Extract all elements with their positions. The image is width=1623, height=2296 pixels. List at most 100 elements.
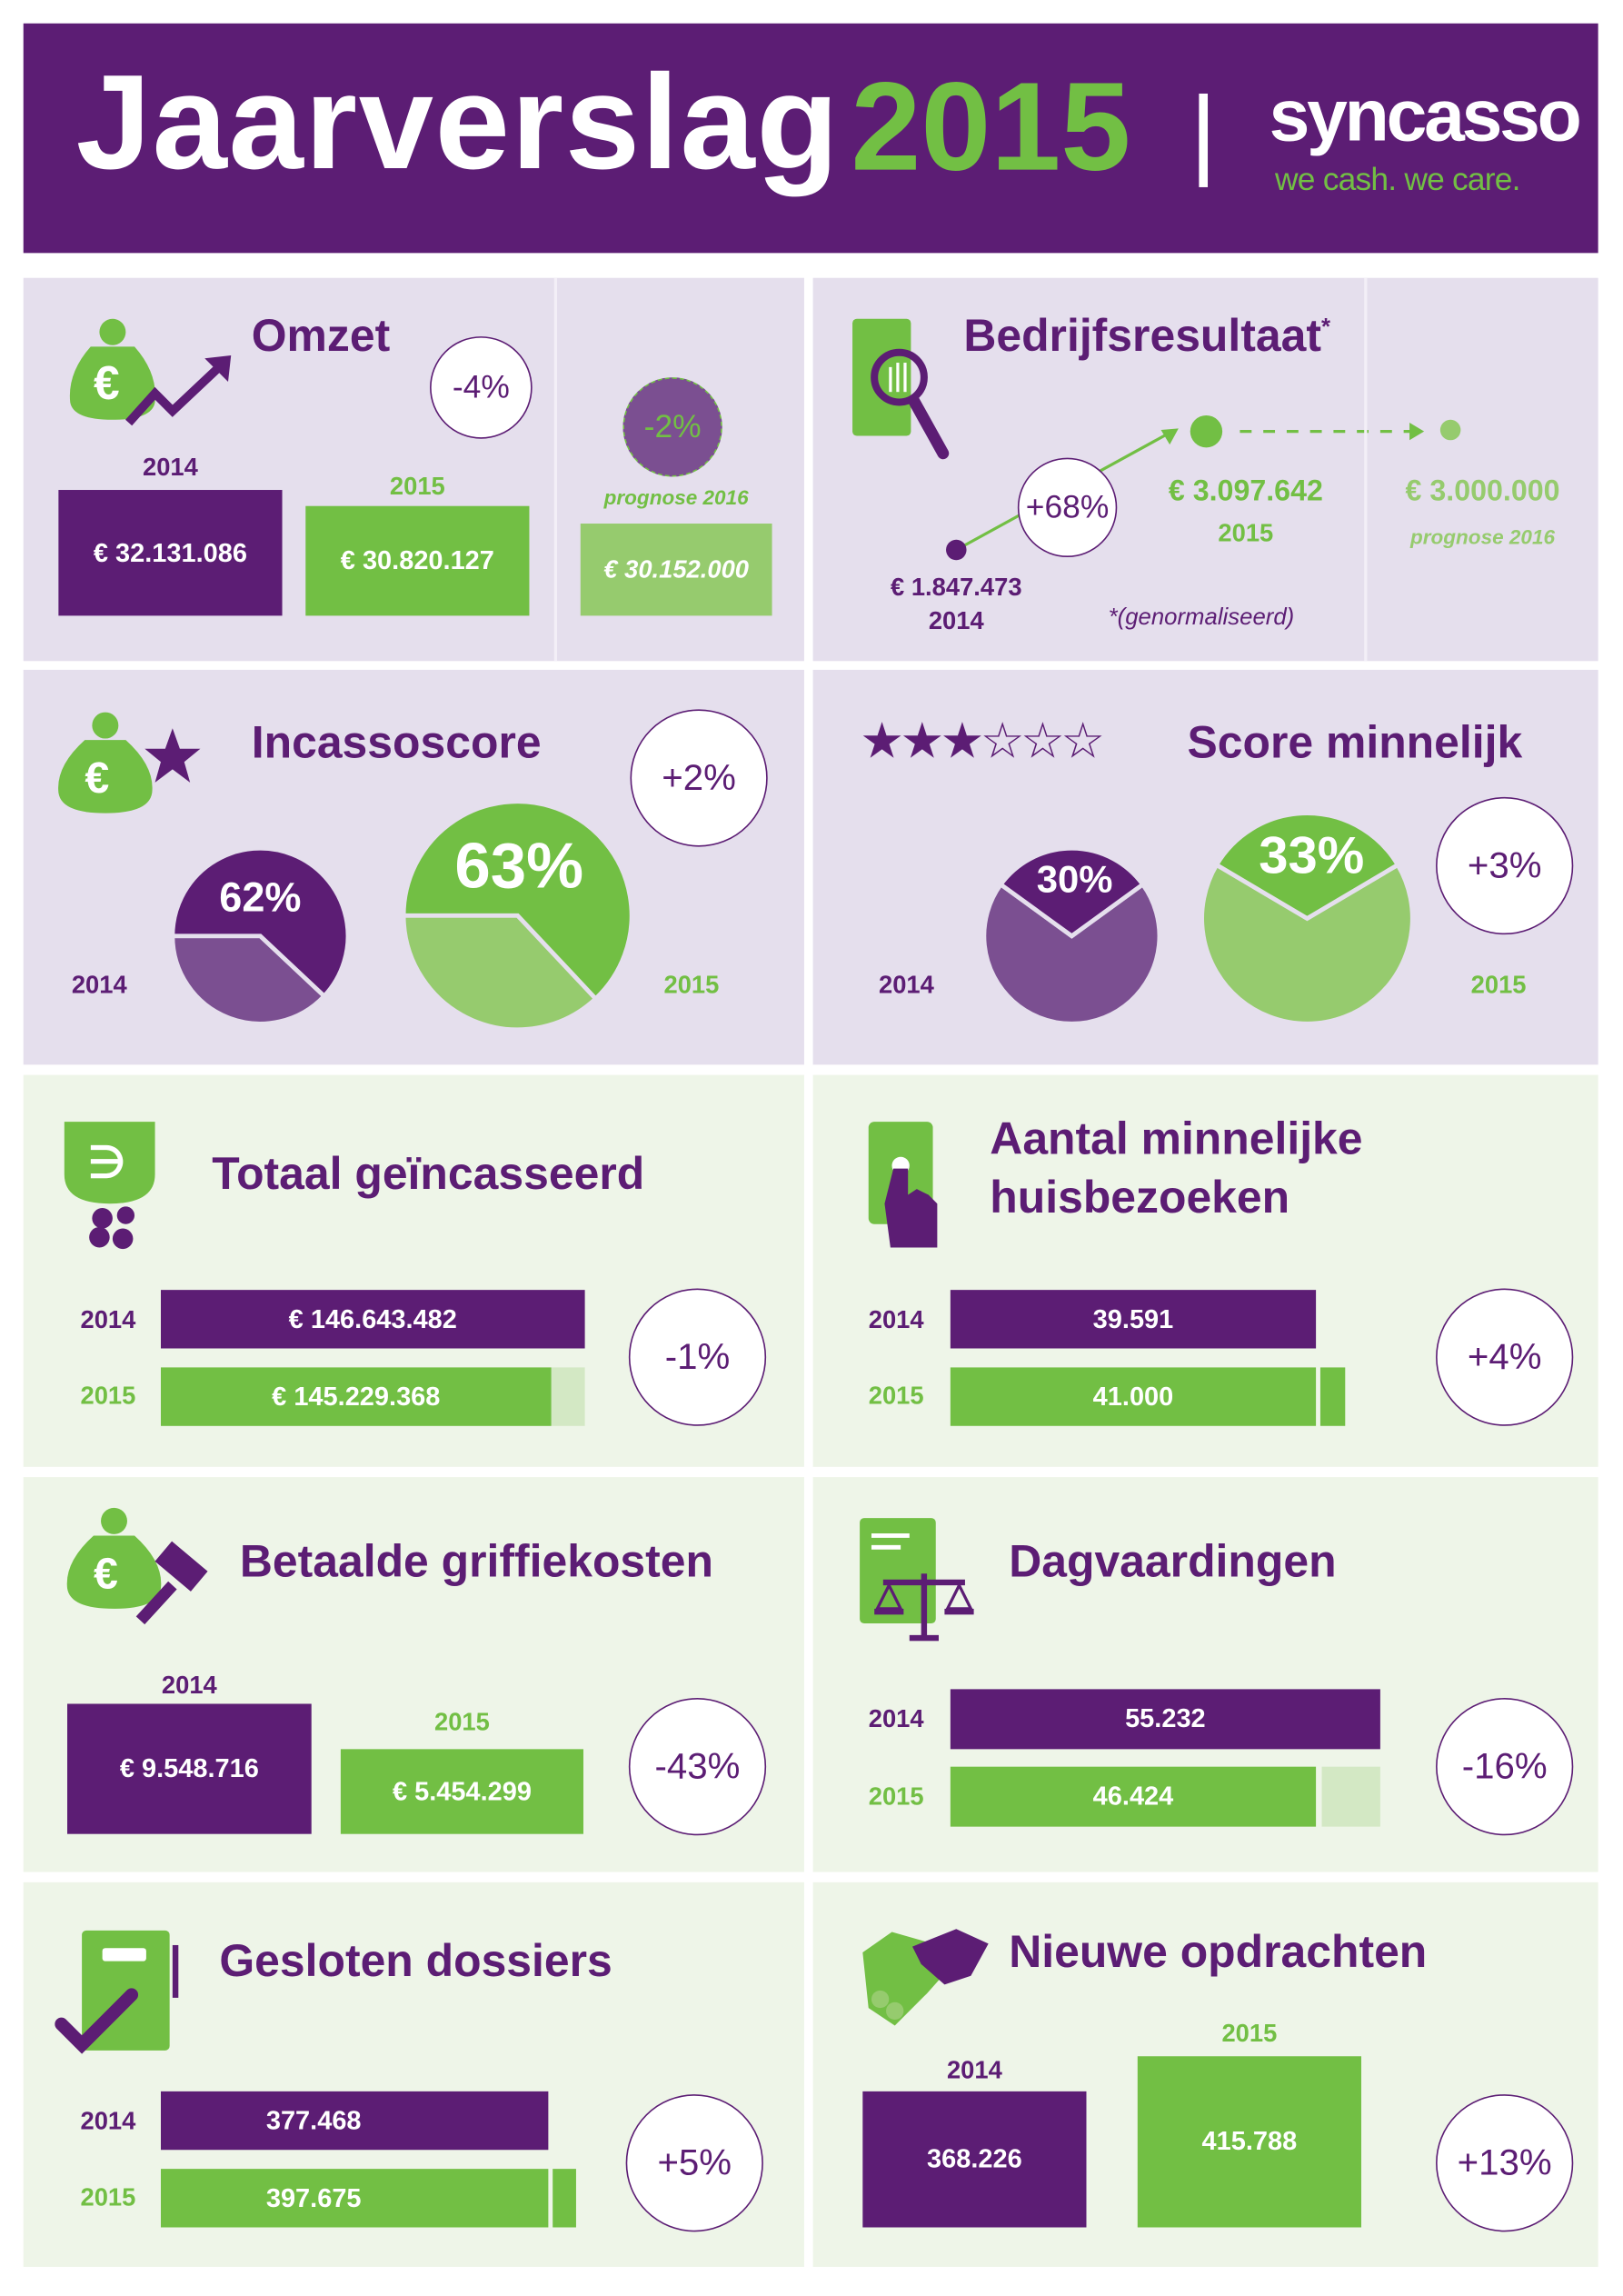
omzet-panel: € Omzet -4% 2014 € 32.131.086 2015 € 30.… [23, 277, 804, 662]
score-minnelijk-pies [981, 811, 1415, 1026]
incassoscore-title: Incassoscore [251, 716, 542, 768]
omzet-column-divider [553, 277, 558, 662]
nieuwe-year-2014: 2014 [946, 2056, 1002, 2084]
svg-text:∋: ∋ [88, 1138, 126, 1187]
dagvaardingen-bar-2014-remainder [1321, 1766, 1380, 1827]
doorbell-hand-icon [868, 1122, 938, 1248]
magnifier-chart-icon [852, 318, 950, 460]
huisbezoeken-panel: Aantal minnelijke huisbezoeken 2014 39.5… [812, 1074, 1598, 1467]
score-pie-rest-2015 [1200, 862, 1415, 1026]
svg-text:€: € [94, 1549, 118, 1598]
incassoscore-year-2014: 2014 [71, 971, 127, 999]
totaal-geincasseerd-panel: ∋ Totaal geïncasseerd 2014 € 146.643.482… [23, 1074, 804, 1467]
incassoscore-year-2015: 2015 [663, 971, 720, 999]
money-bag-gavel-icon: € [66, 1507, 208, 1625]
griffiekosten-title: Betaalde griffiekosten [239, 1535, 713, 1587]
incassoscore-pie-rest-2015 [401, 913, 599, 1033]
incassoscore-pie-slice-2015 [401, 799, 634, 1003]
asterisk: * [1320, 315, 1330, 341]
gesloten-change-badge: +5% [625, 2094, 763, 2232]
totaal-change-badge: -1% [628, 1288, 767, 1426]
svg-text:€: € [85, 754, 109, 803]
tagline: we cash. we care. [1275, 160, 1520, 198]
nieuwe-opdrachten-title: Nieuwe opdrachten [1009, 1926, 1428, 1978]
griffiekosten-value-2015: € 5.454.299 [340, 1749, 583, 1834]
omzet-year-2015: 2015 [389, 472, 445, 501]
gesloten-dossiers-panel: Gesloten dossiers 2014 377.468 2015 397.… [23, 1882, 804, 2267]
handshake-icon [862, 1929, 989, 2026]
omzet-change-badge: -4% [430, 336, 533, 439]
header: Jaarverslag 2015 syncasso we cash. we ca… [23, 23, 1598, 254]
score-minnelijk-year-2014: 2014 [879, 971, 934, 999]
griffiekosten-year-2014: 2014 [161, 1672, 217, 1700]
omzet-forecast-label: prognose 2016 [603, 485, 749, 509]
bedrijfsresultaat-year-2015: 2015 [1218, 519, 1274, 547]
huisbezoeken-value-2014: 39.591 [950, 1290, 1317, 1349]
omzet-year-2014: 2014 [143, 453, 198, 482]
bedrijfsresultaat-value-2014: € 1.847.473 [891, 573, 1022, 602]
score-minnelijk-title: Score minnelijk [1187, 716, 1523, 768]
score-minnelijk-year-2015: 2015 [1470, 971, 1527, 999]
huisbezoeken-value-2015: 41.000 [950, 1367, 1317, 1426]
bedrijfsresultaat-forecast-label: prognose 2016 [1410, 524, 1556, 549]
nieuwe-change-badge: +13% [1436, 2094, 1574, 2232]
griffiekosten-change-badge: -43% [628, 1698, 767, 1836]
score-minnelijk-pct-2014: 30% [1036, 856, 1113, 902]
bedrijfsresultaat-year-2014: 2014 [928, 606, 984, 635]
star-empty-icon: ☆ [980, 714, 1025, 770]
dagvaardingen-value-2015: 46.424 [950, 1766, 1317, 1827]
dagvaardingen-year-2014: 2014 [868, 1705, 924, 1733]
star-filled-icon: ★ [900, 714, 944, 770]
star-filled-icon: ★ [860, 714, 904, 770]
griffiekosten-value-2014: € 9.548.716 [67, 1703, 312, 1834]
bedrijfsresultaat-forecast-value: € 3.000.000 [1405, 474, 1560, 508]
header-divider [1199, 93, 1209, 187]
score-minnelijk-change-badge: +3% [1436, 796, 1574, 935]
bedrijfsresultaat-column-divider [1364, 277, 1368, 662]
omzet-value-2015: € 30.820.127 [305, 505, 530, 616]
incassoscore-pies [170, 799, 634, 1033]
incassoscore-change-badge: +2% [630, 709, 768, 847]
griffiekosten-panel: € Betaalde griffiekosten 2014 € 9.548.71… [23, 1477, 804, 1872]
score-minnelijk-pct-2015: 33% [1259, 824, 1365, 885]
dagvaardingen-panel: Dagvaardingen 2014 55.232 2015 46.424 -1… [812, 1477, 1598, 1872]
svg-text:€: € [94, 356, 120, 409]
nieuwe-year-2015: 2015 [1221, 2020, 1278, 2048]
gesloten-year-2014: 2014 [80, 2107, 136, 2136]
dagvaardingen-title: Dagvaardingen [1009, 1535, 1337, 1587]
gesloten-value-2014: 377.468 [160, 2091, 549, 2151]
point-2014 [946, 539, 967, 561]
bedrijfsresultaat-change-badge: +68% [1017, 457, 1118, 558]
gesloten-dossiers-title: Gesloten dossiers [219, 1934, 612, 1987]
score-pie-slice-2015 [1213, 811, 1401, 922]
incassoscore-pct-2014: 62% [219, 874, 302, 921]
document-scales-icon [860, 1518, 974, 1642]
incassoscore-pie-slice-2014 [170, 845, 351, 1000]
huisbezoeken-year-2014: 2014 [868, 1305, 924, 1334]
omzet-value-2014: € 32.131.086 [58, 490, 283, 616]
score-pie-rest-2014 [981, 881, 1162, 1026]
huisbezoeken-title-line1: Aantal minnelijke [990, 1113, 1363, 1164]
star-filled-icon: ★ [940, 714, 985, 770]
score-minnelijk-panel: ★★★☆☆☆ Score minnelijk 30% 33% +3% 2014 … [812, 669, 1598, 1065]
incassoscore-panel: € Incassoscore +2% 62% 63% 2014 2015 [23, 669, 804, 1065]
page-title-year: 2015 [851, 56, 1131, 198]
totaal-value-2014: € 146.643.482 [160, 1290, 585, 1349]
gesloten-value-2015: 397.675 [160, 2169, 549, 2228]
star-empty-icon: ☆ [1060, 714, 1105, 770]
totaal-year-2015: 2015 [80, 1382, 136, 1411]
result-trend-line [946, 414, 1461, 561]
nieuwe-opdrachten-panel: Nieuwe opdrachten 2014 368.226 2015 415.… [812, 1882, 1598, 2267]
logo: syncasso [1269, 75, 1582, 157]
griffiekosten-year-2015: 2015 [433, 1708, 490, 1736]
dagvaardingen-value-2014: 55.232 [950, 1689, 1380, 1750]
nieuwe-value-2014: 368.226 [862, 2091, 1087, 2228]
huisbezoeken-change-badge: +4% [1436, 1288, 1574, 1426]
dagvaardingen-change-badge: -16% [1436, 1698, 1574, 1836]
star-rating: ★★★☆☆☆ [860, 714, 1105, 770]
omzet-title: Omzet [251, 310, 391, 362]
bedrijfsresultaat-value-2015: € 3.097.642 [1168, 474, 1323, 508]
coins-bag-icon: ∋ [64, 1122, 155, 1250]
huisbezoeken-title-line2: huisbezoeken [990, 1171, 1290, 1223]
incassoscore-pie-rest-2014 [170, 933, 328, 1026]
